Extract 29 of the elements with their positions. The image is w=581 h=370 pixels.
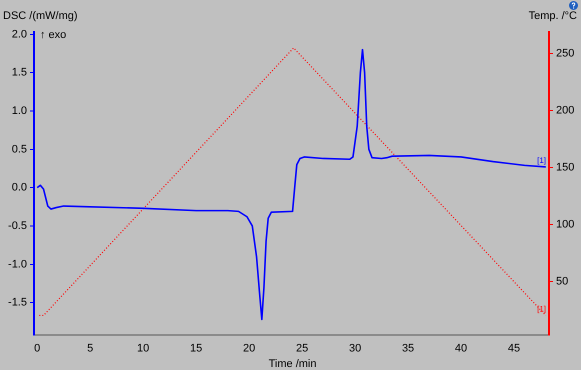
y2-tick-label: 200 bbox=[556, 104, 574, 117]
annotation: [1] bbox=[537, 156, 546, 165]
y-axis-title: DSC /(mW/mg) bbox=[3, 10, 78, 22]
x-tick-label: 35 bbox=[402, 342, 414, 354]
y-tick-label: 2.0 bbox=[12, 28, 27, 40]
x-tick-label: 40 bbox=[454, 342, 468, 354]
y2-axis-title: Temp. /°C bbox=[528, 10, 578, 22]
x-tick-label: 0 bbox=[34, 342, 40, 354]
x-tick-label: 25 bbox=[296, 342, 308, 354]
x-tick-label: 5 bbox=[87, 342, 94, 354]
y-tick-label: 0.0 bbox=[12, 182, 27, 194]
x-tick-label: 45 bbox=[508, 342, 520, 354]
annotation: [1] bbox=[537, 304, 546, 314]
x-axis-title: Time /min bbox=[268, 358, 316, 370]
y2-tick-label: 250 bbox=[556, 48, 574, 60]
y-tick-label: -0.5 bbox=[8, 220, 27, 232]
y2-tick-label: 150 bbox=[556, 161, 574, 174]
x-tick-label: 30 bbox=[348, 342, 362, 354]
y2-tick-label: 50 bbox=[556, 275, 568, 288]
y-tick-label: -1.5 bbox=[8, 296, 27, 309]
y-tick-label: 0.5 bbox=[12, 143, 27, 156]
y-tick-label: 1.0 bbox=[12, 104, 27, 117]
y-tick-label: 1.5 bbox=[12, 66, 27, 79]
annotation: ↑ exo bbox=[40, 29, 66, 42]
x-tick-label: 20 bbox=[242, 342, 256, 354]
x-tick-label: 10 bbox=[137, 342, 150, 354]
x-tick-label: 15 bbox=[190, 342, 202, 354]
y-tick-label: -1.0 bbox=[8, 258, 27, 270]
y2-tick-label: 100 bbox=[556, 218, 574, 230]
